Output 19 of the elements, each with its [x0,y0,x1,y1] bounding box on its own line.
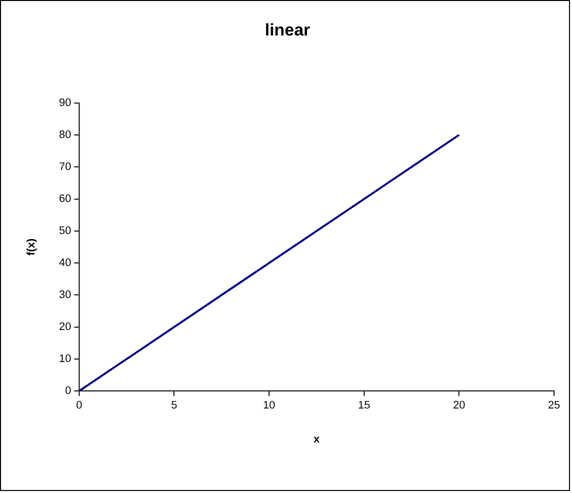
y-tick-label: 80 [59,129,72,142]
x-axis-title: x [314,434,320,446]
x-tick-label: 20 [452,400,466,412]
y-axis-title: f(x) [26,238,38,256]
y-tick-label: 60 [59,193,72,206]
x-tick-label: 0 [76,400,82,412]
y-tick-label: 50 [59,225,72,238]
y-tick-label: 70 [59,161,72,174]
x-tick-label: 5 [171,400,178,412]
y-tick-label: 30 [59,289,72,302]
y-tick-label: 90 [59,97,72,109]
chart-title: linear [264,20,310,40]
y-tick-label: 40 [59,257,72,270]
x-tick-label: 15 [358,400,370,412]
y-tick-label: 20 [59,321,72,334]
x-tick-label: 25 [548,400,560,412]
x-tick-label: 10 [263,400,276,412]
y-tick-label: 10 [59,353,72,366]
y-tick-label: 0 [65,385,72,398]
